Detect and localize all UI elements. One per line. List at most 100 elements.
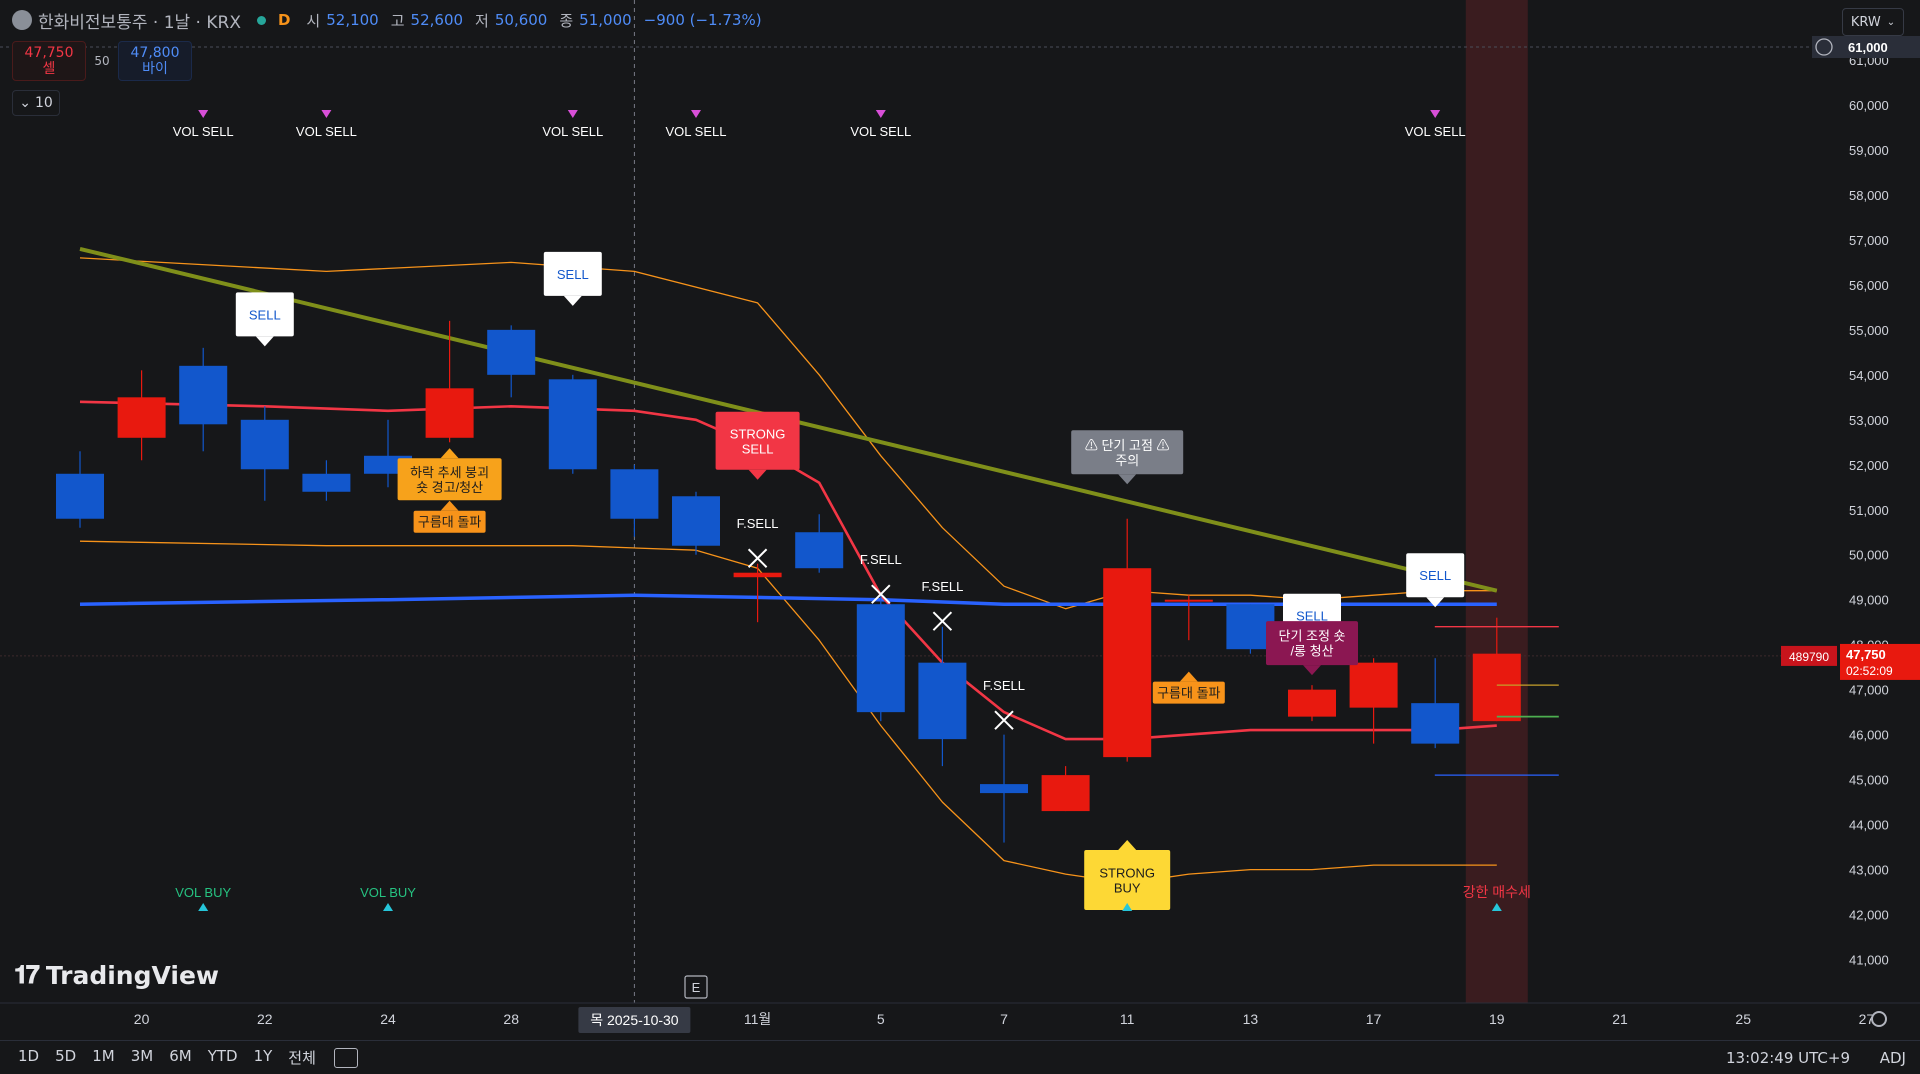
purple-signal-box: 단기 조정 숏/롱 청산 (1266, 621, 1358, 676)
candle-body (1349, 662, 1398, 708)
candle-body (1164, 599, 1213, 602)
range-button-3[interactable]: 3M (130, 1047, 154, 1065)
fsell-label: F.SELL (860, 552, 902, 567)
range-buttons: 1D 5D 1M 3M 6M YTD 1Y 전체 (18, 1047, 316, 1068)
range-button-2[interactable]: 1M (92, 1047, 115, 1065)
vol-buy-triangle-icon (198, 903, 209, 911)
price-tick-label: 50,000 (1849, 548, 1889, 563)
vol-sell-label: VOL SELL (1405, 124, 1466, 139)
time-tick-label: 19 (1489, 1011, 1505, 1027)
spread-value: 50 (94, 54, 110, 68)
range-button-0[interactable]: 1D (18, 1047, 40, 1065)
candle-body (56, 473, 104, 519)
buy-button[interactable]: 47,800 바이 (118, 41, 192, 81)
time-tick-label: 22 (257, 1011, 273, 1027)
candle-23 (1472, 617, 1521, 722)
gray-warning-box-bg (1071, 430, 1184, 475)
range-button-5[interactable]: YTD (207, 1047, 238, 1065)
candle-body (1103, 568, 1152, 758)
gray-warning-box-text: ⚠ 단기 고점 ⚠ (1085, 438, 1170, 453)
sell-button[interactable]: 47,750 셀 (12, 41, 86, 81)
top-price-label: 61,000 (1848, 40, 1888, 55)
symbol-logo-icon (12, 10, 32, 30)
time-tick-label: 25 (1735, 1011, 1751, 1027)
sell-signal-box: SELL (235, 292, 294, 347)
time-tick-label: 5 (877, 1011, 885, 1027)
candle-body (795, 532, 844, 569)
candle-body (856, 604, 905, 713)
vol-sell-triangle-icon (321, 110, 332, 118)
range-button-1[interactable]: 5D (55, 1047, 77, 1065)
price-tick-label: 47,000 (1849, 683, 1889, 698)
price-tick-label: 60,000 (1849, 98, 1889, 113)
last-price-label: 47,750 (1846, 647, 1886, 662)
sell-label: 셀 (42, 61, 56, 77)
strong-buy-box-arrow (1118, 840, 1137, 851)
sell-signal-box: SELL (543, 251, 602, 306)
cloud-break-box: 구름대 돌파 (1152, 671, 1225, 704)
adj-button[interactable]: ADJ (1879, 1048, 1906, 1067)
price-chart[interactable]: VOL SELL VOL SELL VOL SELL VOL SELL VOL SELL… (0, 0, 1920, 1040)
fsell-cross-icon (871, 584, 891, 604)
strong-sell-box-text: SELL (742, 441, 774, 456)
buy-triangle-icon (1122, 903, 1133, 911)
time-tick-label: 7 (1000, 1011, 1008, 1027)
price-tick-label: 53,000 (1849, 413, 1889, 428)
strong-buy-box-text: BUY (1114, 881, 1141, 896)
candle-11 (733, 563, 782, 623)
candle-22 (1411, 658, 1460, 749)
top-price-badge (1812, 36, 1920, 58)
range-button-7[interactable]: 전체 (288, 1049, 316, 1067)
strong-sell-box-arrow (748, 469, 767, 480)
low-label: 저 (475, 11, 489, 30)
vol-sell-label: VOL SELL (542, 124, 603, 139)
indicator-toggle[interactable]: ⌄ 10 (12, 90, 60, 116)
orange-warning-box-bg (397, 458, 502, 501)
symbol-title[interactable]: 한화비전보통주 · 1날 · KRX (38, 12, 241, 33)
sell-signal-box: SELL (1406, 553, 1465, 608)
vol-sell-triangle-icon (198, 110, 209, 118)
cloud-break-box-bg (413, 510, 486, 533)
strong-sell-box-text: STRONG (730, 426, 786, 441)
currency-select[interactable]: KRW ⌄ (1842, 8, 1904, 36)
calendar-icon[interactable] (333, 1047, 358, 1068)
candle-6 (425, 320, 474, 443)
candle-14 (918, 626, 967, 767)
price-tick-label: 45,000 (1849, 773, 1889, 788)
time-tick-label: 13 (1243, 1011, 1259, 1027)
fsell-label: F.SELL (921, 579, 963, 594)
candle-7 (487, 325, 536, 398)
time-tick-label: 21 (1612, 1011, 1628, 1027)
range-button-4[interactable]: 6M (169, 1047, 192, 1065)
change-value: −900 (−1.73%) (643, 11, 762, 29)
candle-9 (610, 464, 659, 537)
range-button-6[interactable]: 1Y (253, 1047, 273, 1065)
time-tick-label: 24 (380, 1011, 396, 1027)
candle-body (548, 379, 597, 470)
time-tick-label: 20 (134, 1011, 150, 1027)
vol-sell-label: VOL SELL (173, 124, 234, 139)
countdown-label: 02:52:09 (1846, 664, 1893, 678)
volume-label: 489790 (1789, 650, 1829, 664)
price-tick-label: 52,000 (1849, 458, 1889, 473)
fsell-cross-icon (747, 548, 768, 568)
band-lower-line (79, 540, 1497, 884)
clock-time[interactable]: 13:02:49 UTC+9 (1726, 1048, 1850, 1067)
candle-13 (856, 595, 905, 722)
candle-15 (980, 734, 1028, 843)
tradingview-logo[interactable]: 𝟏𝟕 TradingView (14, 960, 219, 990)
current-bar-highlight (1465, 0, 1528, 1003)
low-value: 50,600 (494, 11, 548, 29)
buy-label: 바이 (142, 61, 168, 77)
candle-4 (302, 460, 351, 501)
open-value: 52,100 (326, 11, 379, 29)
orange-warning-box-arrow (440, 448, 459, 459)
fsell-cross-icon (932, 611, 953, 631)
time-tick-label: 11월 (744, 1011, 771, 1027)
candle-20 (1288, 685, 1336, 722)
price-tick-label: 43,000 (1849, 863, 1889, 878)
candle-body (918, 662, 967, 740)
high-label: 고 (390, 11, 405, 30)
open-label: 시 (306, 11, 321, 30)
